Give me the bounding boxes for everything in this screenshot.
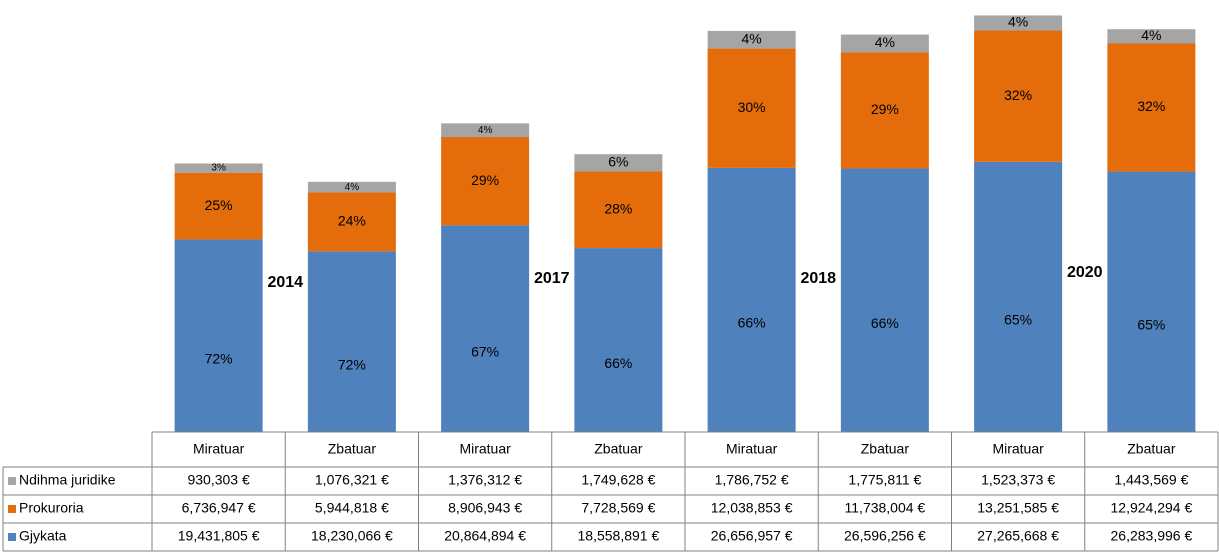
share-label: 66% xyxy=(738,315,766,331)
table-value: 11,738,004 € xyxy=(845,500,926,516)
table-value: 6,736,947 € xyxy=(182,500,256,516)
legend-label: Prokuroria xyxy=(19,500,84,516)
table-value: 12,924,294 € xyxy=(1111,500,1193,516)
share-label: 72% xyxy=(338,356,366,372)
table-value: 1,786,752 € xyxy=(715,472,789,488)
year-label: 2017 xyxy=(534,270,570,287)
bar-segment xyxy=(174,172,263,240)
bar-segment xyxy=(441,225,530,432)
legend-swatch xyxy=(8,533,16,541)
category-label: Zbatuar xyxy=(861,441,910,457)
table-value: 7,728,569 € xyxy=(581,500,655,516)
share-label: 65% xyxy=(1004,312,1032,328)
bar-segment xyxy=(974,15,1063,31)
bar-segment xyxy=(307,181,396,193)
table-value: 13,251,585 € xyxy=(977,500,1059,516)
bar-segment xyxy=(840,34,929,53)
category-label: Miratuar xyxy=(459,441,511,457)
bar-segment xyxy=(574,171,663,249)
share-label: 4% xyxy=(478,125,493,136)
share-label: 25% xyxy=(205,197,233,213)
category-label: Zbatuar xyxy=(1127,441,1176,457)
category-label: Miratuar xyxy=(992,441,1044,457)
category-label: Zbatuar xyxy=(594,441,643,457)
table-value: 20,864,894 € xyxy=(444,528,526,544)
category-label: Miratuar xyxy=(726,441,778,457)
bar-segment xyxy=(174,163,263,173)
legend-swatch xyxy=(8,477,16,485)
table-value: 1,376,312 € xyxy=(448,472,522,488)
category-label: Miratuar xyxy=(193,441,245,457)
share-label: 66% xyxy=(871,315,899,331)
share-label: 6% xyxy=(608,154,628,170)
bar-segment xyxy=(574,248,663,432)
bar-segment xyxy=(307,251,396,432)
year-label: 2020 xyxy=(1067,264,1103,281)
bar-segment xyxy=(707,48,796,168)
bar-segment xyxy=(574,154,663,172)
bar-segment xyxy=(974,30,1063,162)
bar-segment xyxy=(840,168,929,432)
share-label: 32% xyxy=(1137,98,1165,114)
table-value: 1,443,569 € xyxy=(1114,472,1188,488)
bar-segment xyxy=(307,192,396,252)
share-label: 4% xyxy=(1141,27,1161,43)
table-value: 1,775,811 € xyxy=(848,472,921,488)
table-value: 26,283,996 € xyxy=(1111,528,1193,544)
bar-segment xyxy=(441,137,530,226)
share-label: 72% xyxy=(205,350,233,366)
table-value: 26,596,256 € xyxy=(844,528,926,544)
share-label: 24% xyxy=(338,213,366,229)
share-label: 28% xyxy=(604,201,632,217)
bar-segment xyxy=(974,161,1063,432)
share-label: 29% xyxy=(471,172,499,188)
table-value: 1,749,628 € xyxy=(581,472,655,488)
share-label: 3% xyxy=(211,163,226,174)
table-value: 19,431,805 € xyxy=(178,528,260,544)
bar-segment xyxy=(1107,43,1196,172)
share-label: 4% xyxy=(875,34,895,50)
share-label: 67% xyxy=(471,343,499,359)
bar-segment xyxy=(840,52,929,169)
legend-label: Ndihma juridike xyxy=(19,472,116,488)
share-label: 65% xyxy=(1137,316,1165,332)
share-label: 66% xyxy=(604,355,632,371)
table-value: 12,038,853 € xyxy=(711,500,793,516)
year-label: 2014 xyxy=(267,274,303,291)
year-label: 2018 xyxy=(800,270,836,287)
table-value: 930,303 € xyxy=(187,472,249,488)
share-label: 4% xyxy=(345,182,360,193)
share-label: 29% xyxy=(871,101,899,117)
table-value: 1,523,373 € xyxy=(981,472,1055,488)
bar-segment xyxy=(1107,29,1196,44)
category-label: Zbatuar xyxy=(328,441,377,457)
share-label: 32% xyxy=(1004,87,1032,103)
bar-segment xyxy=(707,167,796,432)
legend-label: Gjykata xyxy=(19,528,67,544)
table-value: 8,906,943 € xyxy=(448,500,522,516)
table-value: 18,230,066 € xyxy=(311,528,393,544)
table-value: 26,656,957 € xyxy=(711,528,793,544)
bar-segment xyxy=(174,239,263,432)
table-value: 5,944,818 € xyxy=(315,500,389,516)
share-label: 4% xyxy=(1008,14,1028,30)
bar-segment xyxy=(1107,171,1196,432)
table-value: 27,265,668 € xyxy=(977,528,1059,544)
bar-segment xyxy=(707,30,796,49)
share-label: 4% xyxy=(742,30,762,46)
share-label: 30% xyxy=(738,99,766,115)
bar-segment xyxy=(441,123,530,138)
legend-swatch xyxy=(8,505,16,513)
table-value: 18,558,891 € xyxy=(578,528,660,544)
table-value: 1,076,321 € xyxy=(315,472,389,488)
